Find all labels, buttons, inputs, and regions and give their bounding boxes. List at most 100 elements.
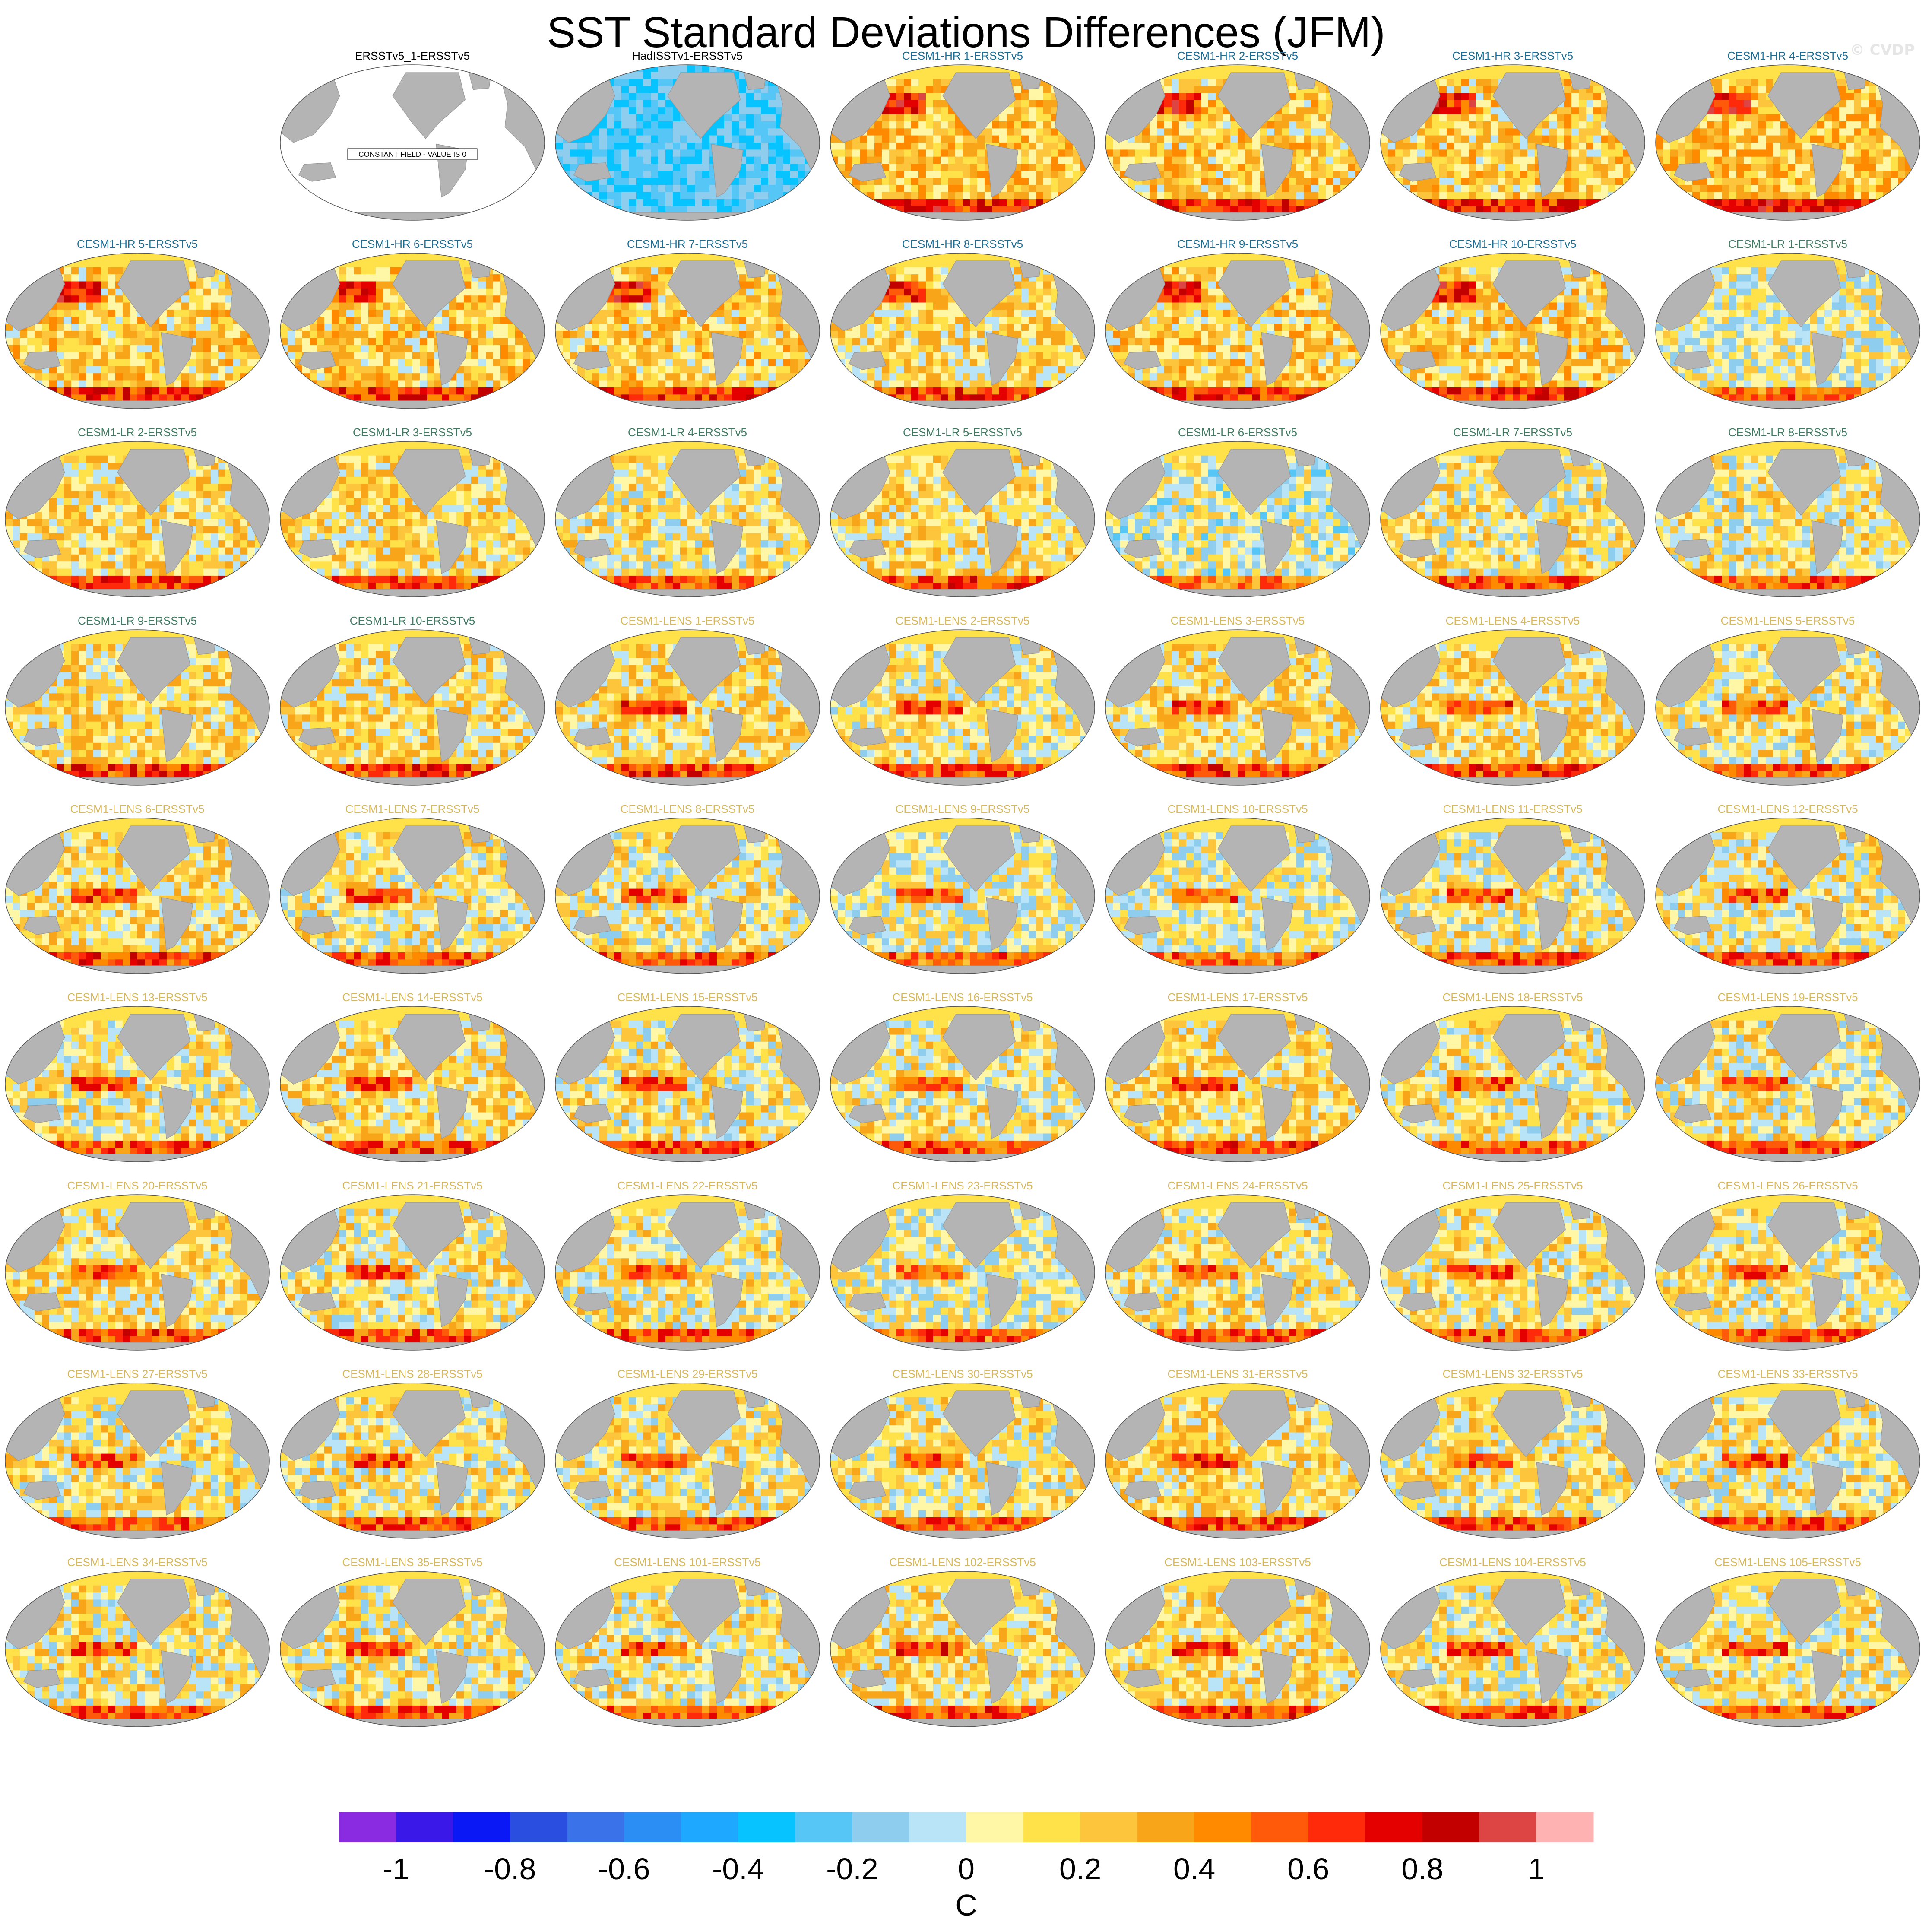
panel-title: CESM1-LENS 4-ERSSTv5 [1446,614,1580,627]
panel-title: CESM1-LR 7-ERSSTv5 [1453,426,1572,439]
panel-title: CESM1-LENS 103-ERSSTv5 [1164,1556,1311,1569]
panel-title: CESM1-LR 8-ERSSTv5 [1728,426,1847,439]
panel-title: CESM1-LENS 11-ERSSTv5 [1443,802,1582,815]
chart-title: SST Standard Deviations Differences (JFM… [0,8,1932,57]
panel-title: CESM1-LENS 105-ERSSTv5 [1714,1556,1861,1569]
colorbar-swatch [1137,1812,1195,1842]
panel-title: CESM1-LENS 30-ERSSTv5 [892,1367,1033,1380]
panel-title: CESM1-LENS 19-ERSSTv5 [1717,991,1858,1004]
panel-title: CESM1-HR 1-ERSSTv5 [902,49,1023,62]
panel-title: CESM1-LENS 104-ERSSTv5 [1439,1556,1586,1569]
colorbar-swatch [396,1812,453,1842]
panel-title: CESM1-HR 7-ERSSTv5 [627,238,748,251]
panel-title: CESM1-LENS 9-ERSSTv5 [896,802,1030,815]
panel-title: CESM1-LENS 20-ERSSTv5 [67,1179,207,1192]
colorbar-swatch [966,1812,1024,1842]
colorbar-swatch [567,1812,624,1842]
panel-title: CESM1-LENS 12-ERSSTv5 [1717,802,1858,815]
panel-title: ERSSTv5_1-ERSSTv5 [355,49,470,62]
panel-title: CESM1-LR 4-ERSSTv5 [628,426,747,439]
panel-title: CESM1-HR 4-ERSSTv5 [1727,49,1848,62]
panel-title: CESM1-LENS 101-ERSSTv5 [614,1556,761,1569]
colorbar-tick-label: 0 [958,1852,975,1886]
colorbar-tick-label: -0.2 [826,1852,878,1886]
colorbar-swatch [1080,1812,1138,1842]
colorbar-tick-label: -0.8 [484,1852,536,1886]
panel-title: CESM1-LR 6-ERSSTv5 [1178,426,1297,439]
colorbar-swatch [1479,1812,1537,1842]
panel-title: CESM1-LENS 1-ERSSTv5 [621,614,755,627]
panel-title: CESM1-LENS 16-ERSSTv5 [892,991,1033,1004]
colorbar-unit-label: C [955,1888,977,1922]
panel-title: CESM1-LR 3-ERSSTv5 [353,426,472,439]
cvdp-watermark: © CVDP [1850,41,1915,59]
colorbar-swatch [738,1812,795,1842]
panel-title: CESM1-LENS 15-ERSSTv5 [617,991,757,1004]
panel-title: CESM1-LENS 14-ERSSTv5 [342,991,482,1004]
panel-title: CESM1-LENS 2-ERSSTv5 [896,614,1030,627]
panel-title: CESM1-LR 9-ERSSTv5 [78,614,197,627]
colorbar-swatch [909,1812,966,1842]
panel-title: CESM1-LENS 32-ERSSTv5 [1442,1367,1583,1380]
panel-title: CESM1-LENS 35-ERSSTv5 [342,1556,482,1569]
panel-title: CESM1-LR 10-ERSSTv5 [350,614,475,627]
panel-title: CESM1-HR 9-ERSSTv5 [1177,238,1298,251]
panel-title: CESM1-LENS 3-ERSSTv5 [1171,614,1305,627]
panel-title: CESM1-LENS 8-ERSSTv5 [621,802,755,815]
panel-title: CESM1-LENS 7-ERSSTv5 [345,802,480,815]
colorbar-swatch [1308,1812,1366,1842]
colorbar-swatch [624,1812,681,1842]
panel-title: CESM1-LENS 6-ERSSTv5 [70,802,205,815]
panel-title: CESM1-LENS 25-ERSSTv5 [1442,1179,1583,1192]
colorbar-tick-label: 0.2 [1059,1852,1101,1886]
ocean-field [280,65,545,220]
map-panel: CESM1-LENS 30-ERSSTv5 [830,1367,1095,1539]
panel-title: CESM1-LENS 102-ERSSTv5 [889,1556,1036,1569]
panel-title: CESM1-HR 3-ERSSTv5 [1452,49,1573,62]
colorbar-swatch [453,1812,510,1842]
colorbar-swatch [681,1812,738,1842]
colorbar-tick-label: 0.6 [1287,1852,1329,1886]
panel-title: CESM1-LENS 21-ERSSTv5 [342,1179,482,1192]
colorbar-swatch [1194,1812,1252,1842]
panel-title: CESM1-HR 2-ERSSTv5 [1177,49,1298,62]
colorbar-tick-label: 0.4 [1173,1852,1215,1886]
colorbar-swatch [1251,1812,1309,1842]
map-panel: CESM1-LENS 15-ERSSTv5 [555,991,820,1162]
colorbar-swatch [795,1812,852,1842]
colorbar-swatch [852,1812,909,1842]
panel-title: CESM1-LENS 13-ERSSTv5 [67,991,207,1004]
panel-title: CESM1-LENS 24-ERSSTv5 [1167,1179,1308,1192]
panel-title: CESM1-LR 5-ERSSTv5 [903,426,1022,439]
panel-title: CESM1-LENS 34-ERSSTv5 [67,1556,207,1569]
colorbar-swatch [1023,1812,1081,1842]
panel-title: CESM1-LENS 23-ERSSTv5 [892,1179,1033,1192]
panel-title: CESM1-LENS 10-ERSSTv5 [1167,802,1308,815]
panel-title: CESM1-LENS 17-ERSSTv5 [1167,991,1308,1004]
panel-title: CESM1-LENS 33-ERSSTv5 [1717,1367,1858,1380]
panel-title: CESM1-LENS 28-ERSSTv5 [342,1367,482,1380]
panel-title: CESM1-LENS 5-ERSSTv5 [1721,614,1855,627]
panel-title: CESM1-LR 2-ERSSTv5 [78,426,197,439]
colorbar-tick-label: -0.4 [712,1852,764,1886]
panel-title: CESM1-LENS 26-ERSSTv5 [1717,1179,1858,1192]
colorbar-swatch [1536,1812,1594,1842]
panel-title: CESM1-HR 10-ERSSTv5 [1449,238,1577,251]
panel-title: CESM1-LENS 31-ERSSTv5 [1167,1367,1308,1380]
colorbar-tick-label: -1 [383,1852,409,1886]
panel-title: CESM1-LR 1-ERSSTv5 [1728,238,1847,251]
constant-field-note: CONSTANT FIELD - VALUE IS 0 [358,150,466,159]
panel-title: HadISSTv1-ERSSTv5 [632,49,743,62]
panel-title: CESM1-LENS 22-ERSSTv5 [617,1179,757,1192]
panel-title: CESM1-HR 5-ERSSTv5 [77,238,198,251]
colorbar-swatch [339,1812,396,1842]
panel-title: CESM1-LENS 29-ERSSTv5 [617,1367,757,1380]
colorbar-tick-label: 1 [1528,1852,1545,1886]
panel-title: CESM1-LENS 18-ERSSTv5 [1442,991,1583,1004]
panel-title: CESM1-HR 6-ERSSTv5 [352,238,473,251]
colorbar-swatch [1365,1812,1423,1842]
colorbar-swatch [510,1812,567,1842]
colorbar-tick-label: 0.8 [1401,1852,1443,1886]
